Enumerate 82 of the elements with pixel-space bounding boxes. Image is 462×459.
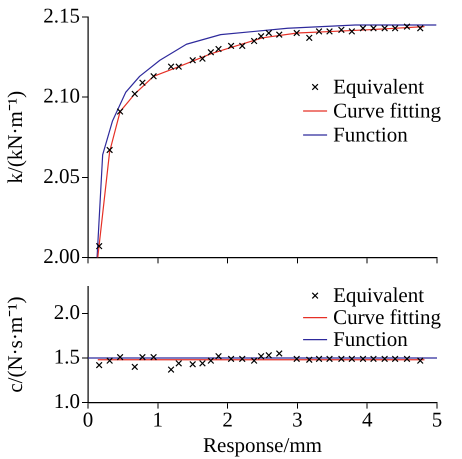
point: [370, 355, 377, 362]
point: [370, 24, 377, 32]
x-tick-label: 1: [152, 408, 164, 432]
point: [168, 63, 174, 70]
legend-label: Function: [333, 122, 408, 147]
point: [416, 24, 424, 32]
point: [316, 28, 322, 35]
point: [258, 32, 265, 40]
point: [293, 355, 300, 362]
x-tick-label: 2: [222, 408, 233, 432]
point: [392, 24, 399, 32]
point: [360, 355, 366, 362]
legend-label: Equivalent: [333, 283, 424, 308]
point: [168, 366, 174, 374]
point: [106, 357, 114, 364]
y-axis-title: c/(N·s·m⁻¹): [3, 296, 28, 393]
point: [238, 355, 246, 362]
point: [199, 55, 206, 62]
y-axis-title: k/(kN·m⁻¹): [3, 90, 28, 184]
point: [199, 360, 206, 367]
x-tick-label: 3: [292, 408, 303, 432]
y-tick-label: 1.0: [54, 389, 80, 414]
point: [381, 24, 388, 32]
legend-label: Curve fitting: [333, 305, 442, 330]
point: [360, 24, 366, 32]
point: [139, 354, 146, 361]
point: [131, 90, 138, 98]
point: [404, 355, 410, 362]
legend-label: Function: [333, 327, 408, 352]
point: [338, 355, 345, 362]
point: [116, 354, 124, 361]
legend-label: Equivalent: [333, 74, 424, 99]
point: [96, 362, 103, 369]
point: [207, 48, 214, 56]
point: [150, 354, 158, 361]
y-tick-label: 2.10: [43, 84, 80, 108]
point: [215, 352, 222, 360]
y-tick-label: 2.05: [43, 164, 80, 188]
point: [416, 357, 424, 364]
point: [392, 355, 399, 362]
point: [150, 72, 158, 80]
point: [106, 146, 114, 154]
point: [189, 360, 196, 368]
point: [293, 30, 300, 36]
x-axis-title: Response/mm: [203, 432, 322, 457]
point: [306, 34, 313, 42]
x-tick-label: 4: [362, 408, 373, 432]
point: [306, 356, 313, 364]
y-tick-label: 2.0: [54, 300, 80, 324]
point: [404, 23, 410, 30]
point: [175, 360, 182, 367]
point: [175, 63, 182, 70]
point: [381, 355, 388, 362]
y-tick-label: 1.5: [54, 344, 80, 368]
point: [316, 355, 322, 362]
point: [265, 352, 272, 359]
point: [207, 357, 214, 364]
point: [131, 363, 138, 370]
x-tick-label: 5: [432, 408, 442, 432]
y-tick-label: 2.15: [43, 4, 80, 28]
point: [276, 31, 283, 38]
point: [326, 355, 333, 362]
point: [348, 355, 356, 362]
point: [338, 26, 345, 34]
legend-label: Curve fitting: [333, 98, 442, 123]
point: [258, 352, 265, 360]
point: [276, 350, 283, 357]
point: [348, 28, 356, 35]
x-tick-label: 0: [82, 408, 94, 432]
point: [228, 42, 235, 50]
point: [238, 42, 246, 50]
y-tick-label: 2.00: [43, 244, 80, 268]
point: [265, 30, 272, 36]
point: [189, 56, 196, 64]
point: [228, 355, 235, 362]
point: [250, 357, 258, 364]
point: [326, 28, 333, 35]
point: [250, 38, 258, 44]
point: [215, 46, 222, 52]
point: [96, 242, 103, 250]
point: [139, 79, 146, 86]
point: [116, 108, 124, 115]
